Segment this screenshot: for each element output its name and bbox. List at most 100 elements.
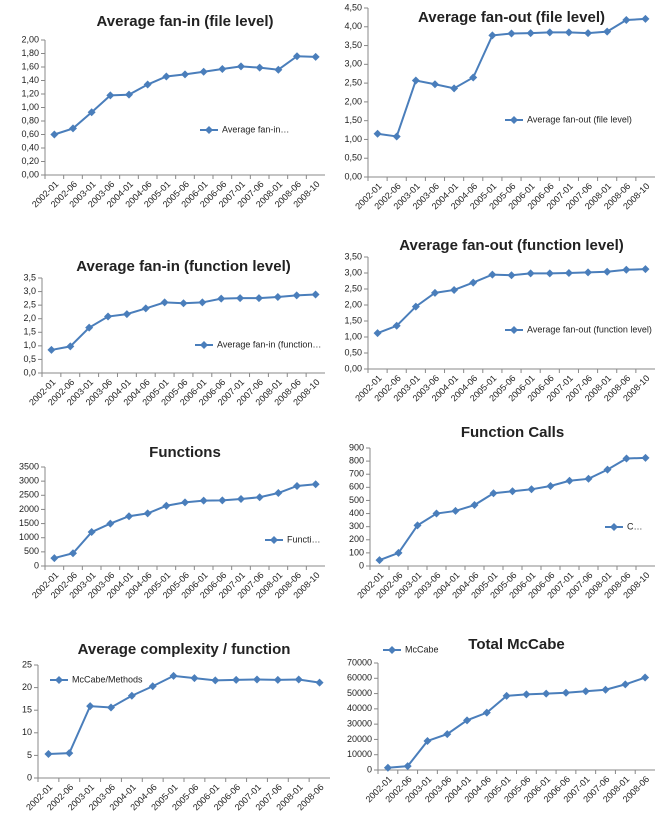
point xyxy=(403,762,412,771)
point xyxy=(50,554,59,563)
point xyxy=(641,673,650,682)
point xyxy=(143,509,152,518)
y-tick-label: 500 xyxy=(349,495,364,505)
point xyxy=(489,489,498,498)
point xyxy=(181,70,189,79)
y-tick-label: 600 xyxy=(349,482,364,492)
point xyxy=(217,294,226,303)
y-tick-label: 800 xyxy=(349,455,364,465)
y-tick-label: 0,00 xyxy=(344,171,362,181)
point xyxy=(87,108,96,117)
point xyxy=(274,489,283,498)
point xyxy=(470,501,479,510)
point xyxy=(526,269,535,278)
point xyxy=(564,269,573,277)
legend-marker xyxy=(510,116,518,124)
y-tick-label: 3,00 xyxy=(344,59,362,69)
point xyxy=(507,271,516,280)
point xyxy=(383,763,392,772)
point xyxy=(69,124,77,133)
y-tick-label: 0 xyxy=(27,772,32,782)
point xyxy=(542,689,551,698)
point xyxy=(311,290,320,299)
y-tick-label: 2,00 xyxy=(21,34,39,44)
y-tick-label: 10000 xyxy=(347,749,372,759)
legend-label: Average fan-in… xyxy=(222,124,289,134)
y-tick-label: 1,50 xyxy=(344,115,362,125)
y-tick-label: 0 xyxy=(359,560,364,570)
y-tick-label: 400 xyxy=(349,508,364,518)
y-tick-label: 0,00 xyxy=(21,169,39,179)
chart-title: Average fan-out (file level) xyxy=(418,9,605,26)
point xyxy=(413,521,422,530)
point xyxy=(190,674,199,683)
point xyxy=(527,485,536,494)
point xyxy=(564,28,573,37)
y-tick-label: 20 xyxy=(22,682,32,692)
legend-marker xyxy=(610,523,618,531)
point xyxy=(392,132,401,141)
point xyxy=(232,675,241,684)
chart-title: Average fan-in (file level) xyxy=(97,13,274,30)
point xyxy=(622,454,631,463)
y-tick-label: 4,50 xyxy=(344,2,362,12)
y-tick-label: 1,20 xyxy=(21,88,39,98)
point xyxy=(443,730,452,739)
y-tick-label: 20000 xyxy=(347,734,372,744)
point xyxy=(545,269,554,278)
legend-label: Average fan-out (function level) xyxy=(527,324,652,334)
y-tick-label: 1500 xyxy=(19,518,39,528)
point xyxy=(47,345,56,354)
point xyxy=(294,675,303,684)
point xyxy=(450,84,459,93)
point xyxy=(601,685,610,694)
y-tick-label: 1,50 xyxy=(344,315,362,325)
point xyxy=(622,16,631,25)
point xyxy=(463,716,472,725)
point xyxy=(237,62,245,71)
legend-marker xyxy=(510,326,518,334)
point xyxy=(451,506,460,515)
point xyxy=(311,480,320,489)
point xyxy=(143,80,152,89)
point xyxy=(565,476,574,485)
y-tick-label: 3,50 xyxy=(344,251,362,261)
point xyxy=(584,268,593,277)
chart-title: Average fan-out (function level) xyxy=(399,237,623,254)
point xyxy=(125,512,133,521)
point xyxy=(162,72,171,81)
y-tick-label: 2,50 xyxy=(344,77,362,87)
y-tick-label: 40000 xyxy=(347,703,372,713)
y-tick-label: 2000 xyxy=(19,504,39,514)
y-tick-label: 1,40 xyxy=(21,75,39,85)
point xyxy=(104,312,113,321)
point xyxy=(254,294,263,303)
y-tick-label: 1,00 xyxy=(21,102,39,112)
legend-marker xyxy=(205,126,213,134)
point xyxy=(641,265,650,274)
point xyxy=(450,285,459,294)
y-tick-label: 1000 xyxy=(19,532,39,542)
point xyxy=(273,675,282,684)
point xyxy=(169,671,178,680)
point xyxy=(430,288,439,297)
chart-title: Average complexity / function xyxy=(78,641,291,658)
point xyxy=(488,31,497,40)
point xyxy=(141,304,150,313)
y-tick-label: 10 xyxy=(22,727,32,737)
point xyxy=(603,27,612,36)
y-tick-label: 4,00 xyxy=(344,21,362,31)
point xyxy=(502,691,511,700)
point xyxy=(526,29,535,38)
point xyxy=(106,519,115,528)
chart-title: Functions xyxy=(149,444,221,461)
point xyxy=(622,265,631,274)
legend-label: Average fan-in (function… xyxy=(217,339,321,349)
y-tick-label: 3,0 xyxy=(23,286,36,296)
y-tick-label: 5 xyxy=(27,750,32,760)
y-tick-label: 1,5 xyxy=(23,327,36,337)
point xyxy=(375,556,384,565)
point xyxy=(127,691,136,700)
point xyxy=(641,14,650,23)
